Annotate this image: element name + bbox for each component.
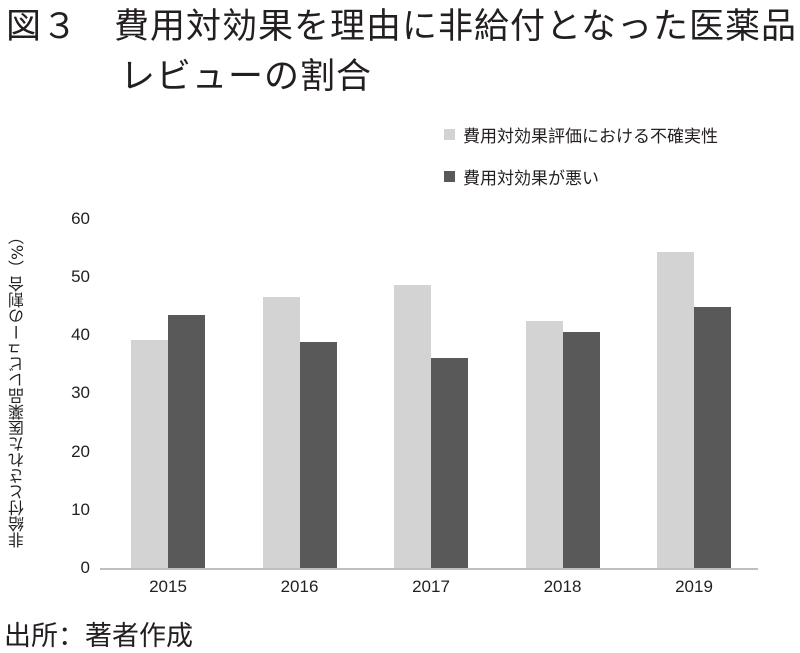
bar-2019-uncertainty	[657, 251, 694, 568]
bar-2017-uncertainty	[394, 284, 431, 568]
legend-label: 費用対効果が悪い	[463, 168, 599, 189]
x-tick-label: 2015	[149, 577, 187, 596]
legend-item-poor-cost-effectiveness: 費用対効果が悪い	[444, 162, 718, 190]
bar-2015-uncertainty	[131, 339, 168, 568]
legend: 費用対効果評価における不確実性 費用対効果が悪い	[444, 120, 718, 204]
figure-number: 図３	[6, 7, 79, 47]
legend-item-uncertainty: 費用対効果評価における不確実性	[444, 120, 718, 148]
x-axis-line	[100, 568, 758, 570]
source-note: 出所：著者作成	[4, 621, 193, 652]
legend-label: 費用対効果評価における不確実性	[463, 126, 718, 147]
chart-title: 図３ 費用対効果を理由に非給付となった医薬品 レビューの割合	[6, 2, 797, 102]
y-tick-label: 50	[71, 267, 90, 286]
x-tick-label: 2018	[543, 577, 582, 596]
x-tick-label: 2019	[675, 577, 713, 596]
y-tick-label: 30	[71, 383, 90, 403]
bar-2016-uncertainty	[262, 296, 300, 568]
x-tick-label: 2017	[412, 577, 450, 596]
bar-2017-poor-cost-effectiveness	[431, 358, 468, 568]
x-tick-label: 2016	[280, 577, 319, 596]
bar-2018-uncertainty	[525, 320, 563, 568]
y-tick-label: 60	[71, 208, 90, 228]
bar-2019-poor-cost-effectiveness	[694, 307, 731, 568]
title-line-1: 費用対効果を理由に非給付となった医薬品	[114, 7, 797, 47]
y-tick-label: 40	[71, 325, 90, 345]
y-axis-label: 非給付とされた医薬品レビューの割合（%）	[8, 228, 27, 548]
legend-swatch-dark	[444, 170, 455, 182]
title-line-2: レビューの割合	[120, 57, 373, 97]
y-tick-label: 20	[71, 441, 90, 461]
bar-2018-poor-cost-effectiveness	[562, 332, 600, 568]
bar-2016-poor-cost-effectiveness	[299, 341, 337, 568]
legend-swatch-light	[444, 128, 455, 140]
bar-2015-poor-cost-effectiveness	[168, 315, 205, 568]
y-tick-label: 0	[80, 558, 90, 577]
y-tick-label: 10	[71, 499, 90, 519]
